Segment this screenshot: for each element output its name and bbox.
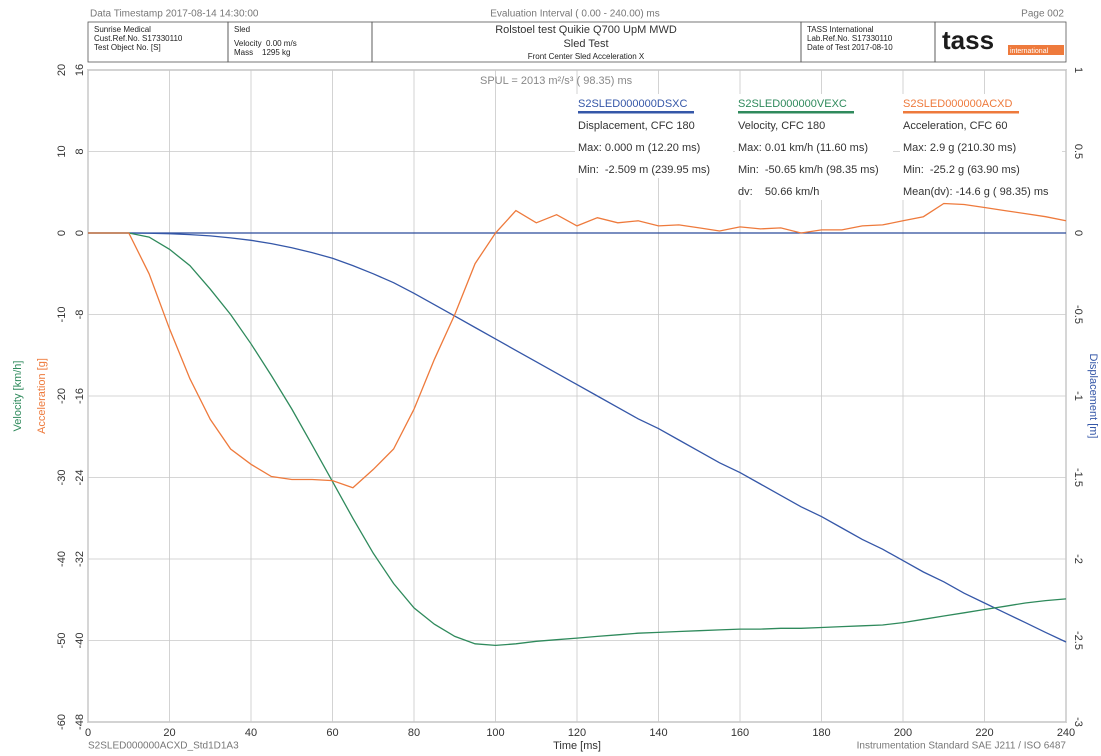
test-title: Rolstoel test Quikie Q700 UpM MWD [495, 24, 677, 36]
y-tick-label: -2.5 [1072, 631, 1084, 650]
y-tick-label: -40 [74, 633, 86, 649]
y-tick-label: -16 [74, 388, 86, 404]
y-tick-label: 16 [74, 64, 86, 76]
x-tick-label: 60 [326, 727, 338, 739]
logo: tass [942, 25, 994, 55]
series-line [88, 202, 1067, 489]
x-tick-label: 80 [408, 727, 420, 739]
x-tick-label: 20 [163, 727, 175, 739]
legend-stat: Max: 0.000 m (12.20 ms) [578, 142, 700, 154]
legend-swatch [738, 111, 854, 114]
y-tick-label: -48 [74, 714, 86, 730]
footer-right: Instrumentation Standard SAE J211 / ISO … [857, 741, 1067, 752]
y-tick-label: -3 [1072, 717, 1084, 727]
lab: Date of Test 2017-08-10 [807, 43, 893, 52]
y-tick-label: -30 [56, 470, 68, 486]
client: Cust.Ref.No. S17330110 [94, 34, 183, 43]
y-tick-label: 1 [1072, 67, 1084, 73]
legend-stat: Min: -2.509 m (239.95 ms) [578, 164, 710, 176]
client: Sunrise Medical [94, 25, 151, 34]
footer-left: S2SLED000000ACXD_Std1D1A3 [88, 741, 239, 752]
legend-name: S2SLED000000DSXC [578, 98, 688, 110]
y-tick-label: 10 [56, 145, 68, 157]
y-tick-label: -1 [1072, 391, 1084, 401]
y-tick-label: 0 [56, 230, 68, 236]
x-tick-label: 140 [649, 727, 667, 739]
x-tick-label: 160 [731, 727, 749, 739]
x-tick-label: 120 [568, 727, 586, 739]
timestamp: Data Timestamp 2017-08-14 14:30:00 [90, 9, 259, 20]
y-tick-label: -50 [56, 633, 68, 649]
x-tick-label: 180 [812, 727, 830, 739]
y-tick-label: 0 [1072, 230, 1084, 236]
legend-stat: Displacement, CFC 180 [578, 120, 695, 132]
axis-label: Displacement [m] [1087, 354, 1099, 439]
axis-label: Acceleration [g] [36, 358, 48, 434]
header-boxes [87, 21, 1067, 63]
y-tick-label: 8 [74, 148, 86, 154]
x-tick-label: 220 [975, 727, 993, 739]
interval: Evaluation Interval ( 0.00 - 240.00) ms [490, 9, 660, 20]
y-tick-label: -0.5 [1072, 305, 1084, 324]
y-tick-label: -32 [74, 551, 86, 567]
x-tick-label: 0 [85, 727, 91, 739]
page-number: Page 002 [1021, 9, 1064, 20]
y-tick-label: -40 [56, 551, 68, 567]
legend-stat: Mean(dv): -14.6 g ( 98.35) ms [903, 186, 1049, 198]
lab: TASS International [807, 25, 874, 34]
x-tick-label: 100 [486, 727, 504, 739]
axis-label: Velocity [km/h] [12, 361, 24, 432]
legend-stat: Min: -25.2 g (63.90 ms) [903, 164, 1020, 176]
y-tick-label: -24 [74, 470, 86, 486]
series-line [88, 232, 1067, 647]
x-tick-label: 40 [245, 727, 257, 739]
y-tick-label: -60 [56, 714, 68, 730]
legend-swatch [578, 111, 694, 114]
series-line [88, 232, 1067, 643]
legend-name: S2SLED000000ACXD [903, 98, 1013, 110]
y-tick-label: -20 [56, 388, 68, 404]
y-tick-label: 0 [74, 230, 86, 236]
logo-sub: international [1010, 48, 1049, 55]
legend-stat: Max: 2.9 g (210.30 ms) [903, 142, 1016, 154]
channel: Front Center Sled Acceleration X [528, 52, 645, 61]
legend-stat: Acceleration, CFC 60 [903, 120, 1008, 132]
sled: Sled [234, 25, 250, 34]
y-tick-label: -10 [56, 307, 68, 323]
y-tick-label: -1.5 [1072, 468, 1084, 487]
x-axis-label: Time [ms] [553, 740, 601, 752]
sled: Mass 1295 kg [234, 48, 290, 57]
legend-stat: Velocity, CFC 180 [738, 120, 825, 132]
lab: Lab.Ref.No. S17330110 [807, 34, 893, 43]
legend-stat: Min: -50.65 km/h (98.35 ms) [738, 164, 879, 176]
x-tick-label: 240 [1057, 727, 1075, 739]
y-tick-label: 0.5 [1072, 144, 1084, 159]
legend-stat: dv: 50.66 km/h [738, 186, 819, 198]
y-tick-label: -2 [1072, 554, 1084, 564]
annotation: SPUL = 2013 m²/s³ ( 98.35) ms [480, 75, 633, 87]
legend-stat: Max: 0.01 km/h (11.60 ms) [738, 142, 868, 154]
y-tick-label: -8 [74, 310, 86, 320]
test-type: Sled Test [563, 38, 608, 50]
legend-bg [575, 94, 733, 178]
legend-name: S2SLED000000VEXC [738, 98, 847, 110]
logo-bar [1008, 45, 1064, 55]
x-tick-label: 200 [894, 727, 912, 739]
y-tick-label: 20 [56, 64, 68, 76]
sled: Velocity 0.00 m/s [234, 39, 297, 48]
legend-swatch [903, 111, 1019, 114]
client: Test Object No. [S] [94, 43, 161, 52]
